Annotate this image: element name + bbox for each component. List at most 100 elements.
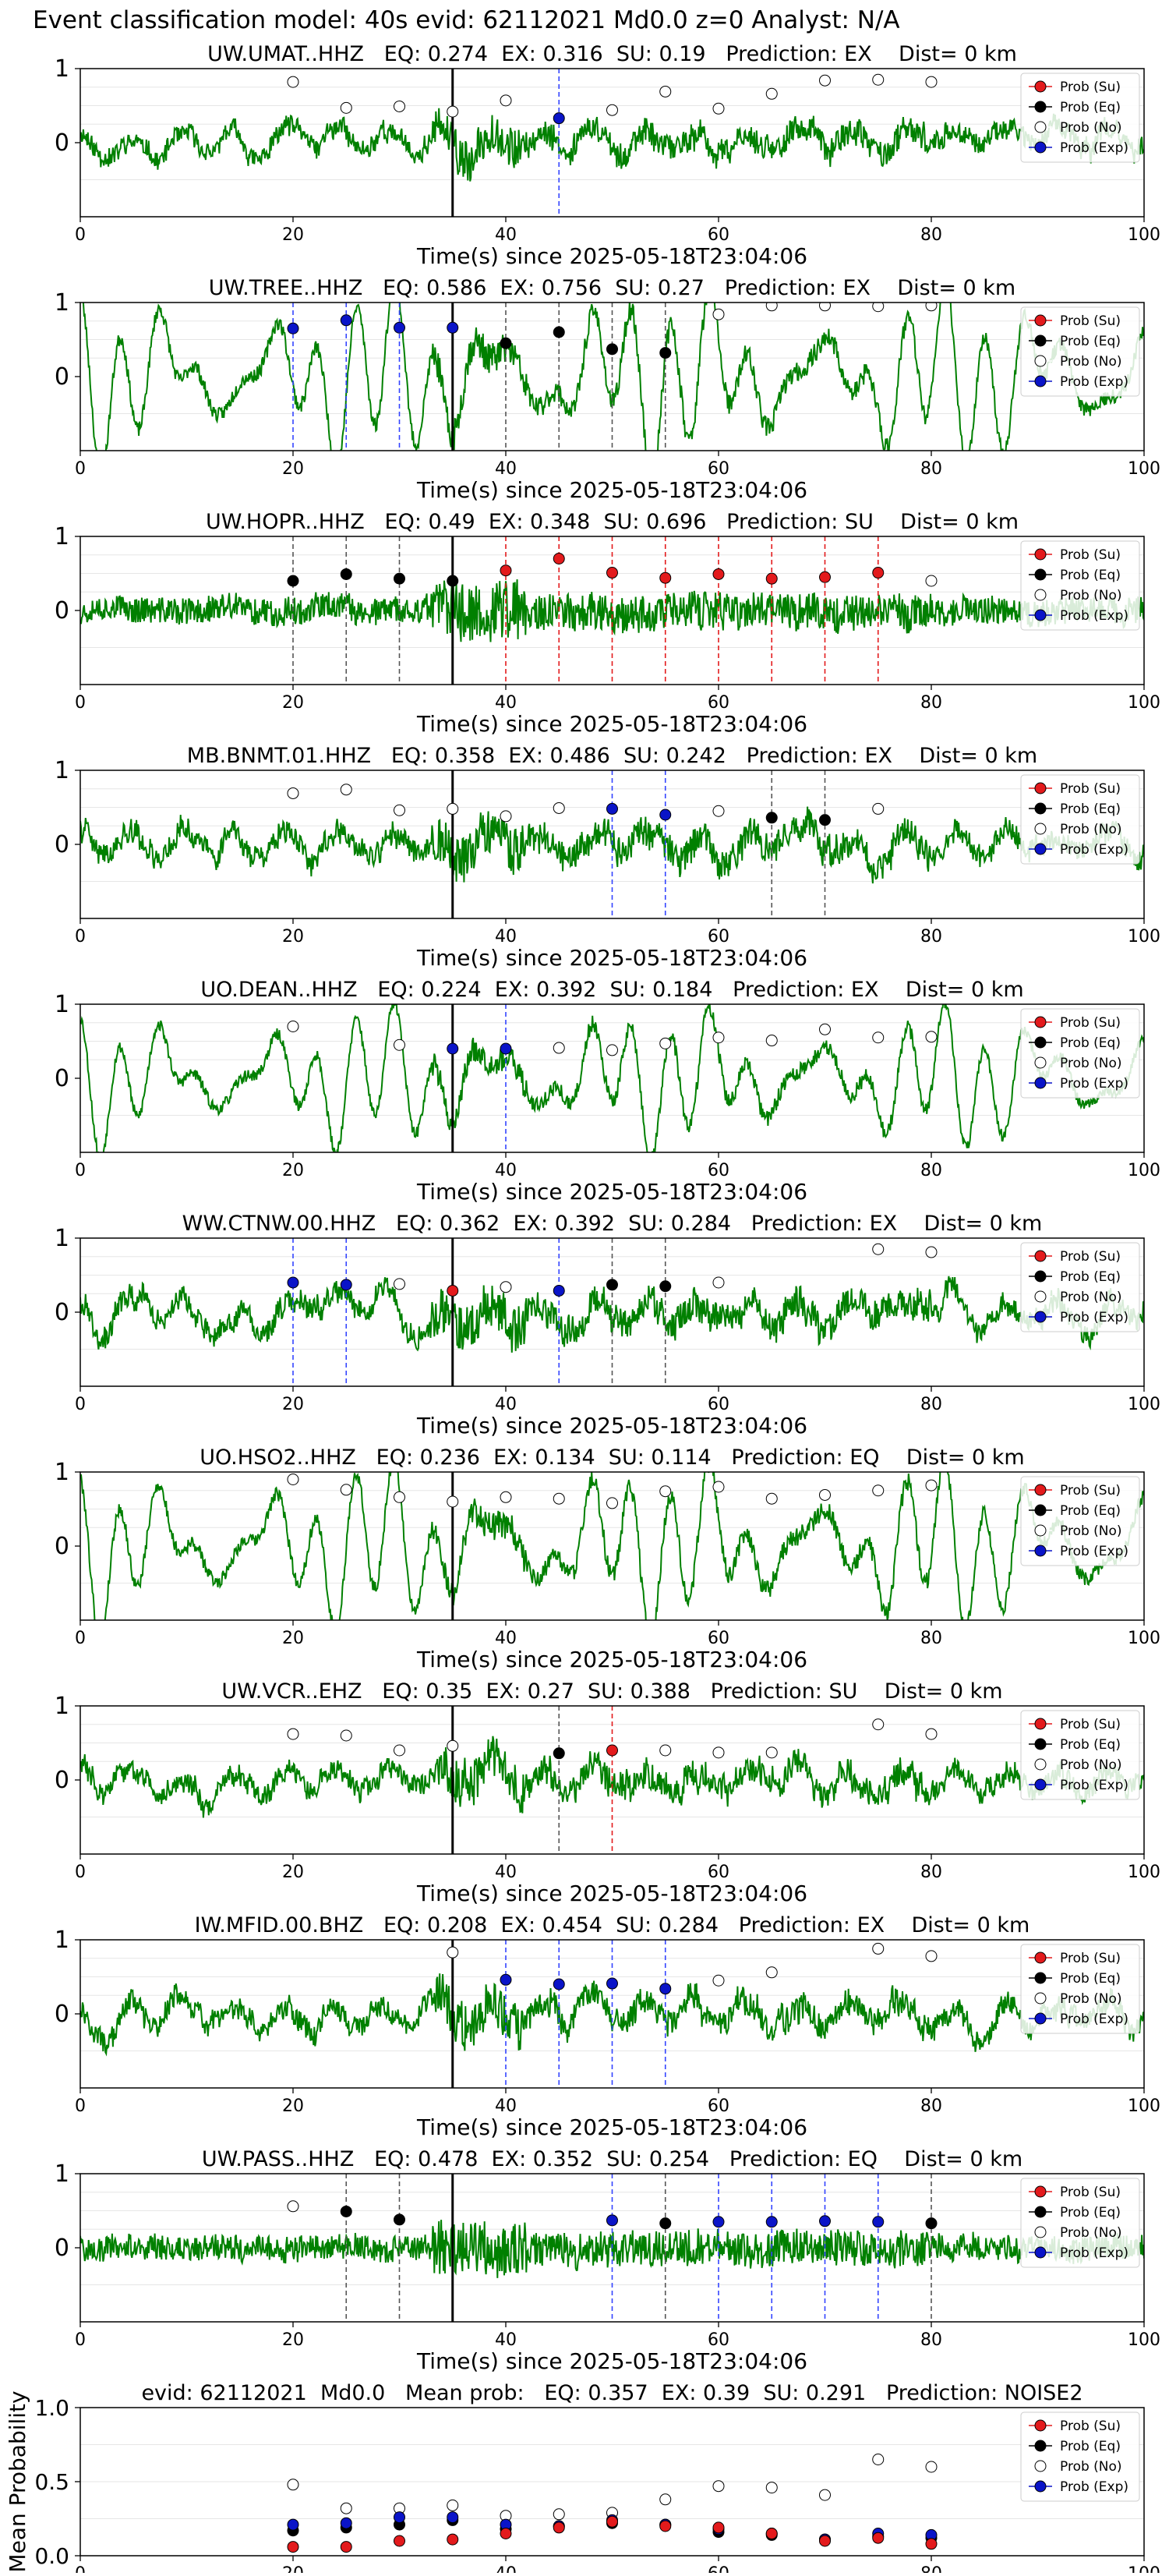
legend-marker-exp: [1034, 609, 1047, 621]
x-tick-label: 60: [708, 1161, 729, 1180]
y-tick-label: 0: [55, 597, 69, 625]
legend-box: [1020, 73, 1140, 163]
x-tick-label: 60: [708, 225, 729, 245]
legend-marker-exp: [1034, 843, 1047, 855]
prob-marker-no: [340, 101, 352, 114]
legend-label-no: Prob (No): [1060, 1991, 1122, 2007]
prob-marker-exp: [553, 112, 565, 125]
prob-marker-no: [872, 303, 885, 313]
prob-marker-no: [500, 810, 512, 823]
x-tick-label: 0: [75, 1161, 86, 1180]
legend-label-no: Prob (No): [1060, 1757, 1122, 1773]
legend-marker-no: [1034, 2460, 1047, 2472]
legend-box: [1020, 1476, 1140, 1566]
x-tick-label: 100: [1128, 1863, 1160, 1882]
panel-title: UW.VCR..EHZ EQ: 0.35 EX: 0.27 SU: 0.388 …: [221, 1679, 1002, 1704]
legend-box: [1020, 2411, 1140, 2502]
x-tick-label: 0: [75, 693, 86, 713]
panel-title: UW.PASS..HHZ EQ: 0.478 EX: 0.352 SU: 0.2…: [202, 2147, 1022, 2171]
legend-marker-su: [1034, 1016, 1047, 1028]
legend-marker-exp: [1034, 1311, 1047, 1323]
prob-marker-no: [287, 2200, 299, 2213]
legend-label-eq: Prob (Eq): [1060, 1269, 1121, 1285]
panel-title: UO.HSO2..HHZ EQ: 0.236 EX: 0.134 SU: 0.1…: [200, 1445, 1024, 1470]
prob-marker-no: [340, 1484, 352, 1496]
x-tick-label: 100: [1128, 1161, 1160, 1180]
legend-label-exp: Prob (Exp): [1060, 1544, 1128, 1559]
legend-box: [1020, 306, 1140, 397]
legend: Prob (Su) Prob (Eq) Prob (No) Prob (Exp): [1020, 1242, 1140, 1332]
x-tick-label: 0: [75, 1863, 86, 1882]
x-tick-label: 40: [495, 1863, 517, 1882]
legend-marker-no: [1034, 1290, 1047, 1303]
x-tick-label: 20: [282, 1161, 304, 1180]
x-tick-label: 0: [75, 1629, 86, 1648]
y-tick-label: 0: [55, 363, 69, 391]
x-tick-label: 0: [75, 927, 86, 947]
prob-marker-no: [819, 74, 831, 87]
x-tick-label: 80: [920, 693, 942, 713]
plot-area: [287, 2454, 938, 2553]
prob-marker-no: [819, 303, 831, 312]
x-axis-label: Time(s) since 2025-05-18T23:04:06: [416, 1179, 807, 1205]
mean-point-su: [819, 2535, 831, 2547]
prob-marker-su: [606, 567, 618, 579]
mean-point-exp: [287, 2518, 299, 2531]
legend: Prob (Su) Prob (Eq) Prob (No) Prob (Exp): [1020, 73, 1140, 163]
y-tick-label: 1: [55, 289, 69, 317]
prob-marker-exp: [659, 1983, 672, 1995]
x-tick-label: 20: [282, 927, 304, 947]
prob-marker-no: [925, 1950, 938, 1962]
panel-title: evid: 62112021 Md0.0 Mean prob: EQ: 0.35…: [141, 2381, 1082, 2405]
mean-point-su: [340, 2541, 352, 2553]
y-tick-label: 1: [55, 1459, 69, 1486]
legend-box: [1020, 1944, 1140, 2034]
legend: Prob (Su) Prob (Eq) Prob (No) Prob (Exp): [1020, 2178, 1140, 2268]
prob-marker-exp: [606, 2214, 618, 2227]
legend-box: [1020, 1008, 1140, 1099]
prob-marker-no: [447, 105, 459, 118]
x-tick-label: 20: [282, 1629, 304, 1648]
axes-frame: [79, 1471, 1145, 1621]
x-tick-label: 40: [495, 1629, 517, 1648]
station-panel-9: IW.MFID.00.BHZ EQ: 0.208 EX: 0.454 SU: 0…: [55, 1913, 1160, 2140]
legend-label-exp: Prob (Exp): [1060, 608, 1128, 624]
legend-box: [1020, 1710, 1140, 1800]
prob-marker-no: [765, 303, 778, 312]
x-tick-label: 40: [495, 2330, 517, 2350]
y-tick-label: 1.0: [34, 2395, 69, 2421]
legend-label-exp: Prob (Exp): [1060, 842, 1128, 858]
y-tick-label: 1: [55, 991, 69, 1018]
prob-marker-su: [553, 553, 565, 564]
prob-marker-su: [712, 568, 725, 580]
prob-marker-no: [712, 1746, 725, 1759]
legend-box: [1020, 1242, 1140, 1332]
legend-label-eq: Prob (Eq): [1060, 334, 1121, 349]
prob-marker-eq: [394, 572, 405, 585]
legend-label-su: Prob (Su): [1060, 1951, 1121, 1966]
prob-marker-eq: [500, 337, 512, 349]
prob-marker-no: [712, 805, 725, 817]
x-tick-label: 20: [282, 2097, 304, 2116]
x-tick-label: 80: [920, 459, 942, 479]
x-tick-label: 20: [282, 693, 304, 713]
x-tick-label: 100: [1128, 1395, 1160, 1414]
legend-label-eq: Prob (Eq): [1060, 2205, 1121, 2220]
y-tick-label: 0: [55, 129, 69, 157]
x-tick-label: 80: [920, 2564, 942, 2573]
prob-marker-no: [606, 1497, 618, 1509]
prob-marker-no: [765, 1966, 778, 1979]
legend-label-no: Prob (No): [1060, 354, 1122, 370]
plot-area: [80, 1004, 1144, 1152]
legend-label-exp: Prob (Exp): [1060, 2245, 1128, 2261]
y-tick-label: 0: [55, 1533, 69, 1560]
prob-marker-no: [659, 1744, 672, 1757]
legend-marker-eq: [1034, 2206, 1047, 2218]
x-tick-label: 40: [495, 459, 517, 479]
x-tick-label: 60: [708, 693, 729, 713]
y-tick-label: 0: [55, 1299, 69, 1326]
prob-marker-su: [872, 567, 885, 579]
prob-marker-exp: [447, 321, 459, 334]
x-tick-label: 40: [495, 1161, 517, 1180]
mean-point-su: [872, 2532, 885, 2544]
